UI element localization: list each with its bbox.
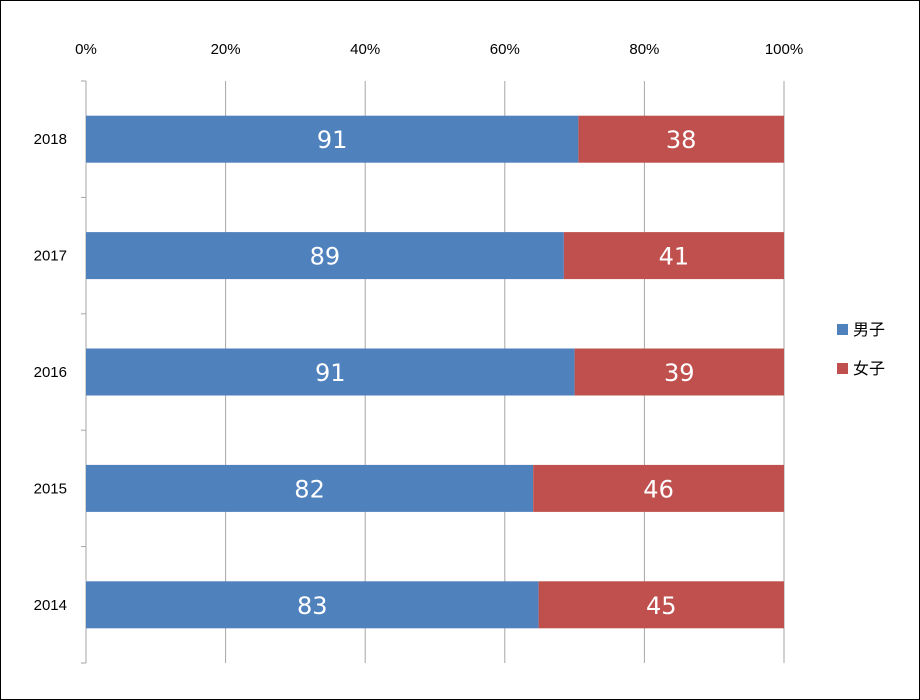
y-axis-tick-labels: 2018 2017 2016 2015 2014 (34, 131, 67, 614)
data-label: 91 (317, 126, 348, 154)
data-label: 46 (643, 475, 674, 503)
data-label: 45 (646, 592, 677, 620)
x-axis-tick-labels: 0% 20% 40% 60% 80% 100% (75, 41, 803, 58)
bars (86, 115, 784, 629)
legend-swatch-boys (837, 324, 848, 335)
data-label: 83 (297, 592, 328, 620)
y-tick-label: 2017 (34, 248, 67, 265)
legend-swatch-girls (837, 363, 848, 374)
bar-segment-girls (538, 581, 784, 629)
data-label: 39 (664, 359, 695, 387)
y-tick-label: 2018 (34, 131, 67, 148)
bar-segment-girls (563, 232, 784, 280)
bar-segment-boys (86, 232, 564, 280)
bar-segment-boys (86, 464, 534, 512)
data-labels: 91 38 89 41 91 39 82 46 83 45 (294, 126, 696, 620)
data-label: 89 (310, 243, 341, 271)
y-tick-label: 2015 (34, 480, 67, 497)
legend-label-boys: 男子 (853, 320, 885, 339)
bar-segment-boys (86, 348, 575, 396)
data-label: 91 (315, 359, 346, 387)
x-tick-label: 80% (629, 41, 659, 58)
data-label: 38 (666, 126, 697, 154)
bar-segment-boys (86, 581, 539, 629)
bar-segment-boys (86, 115, 579, 163)
legend-label-girls: 女子 (853, 359, 885, 378)
bar-segment-girls (574, 348, 784, 396)
bar-segment-girls (578, 115, 784, 163)
data-label: 82 (294, 475, 325, 503)
x-tick-label: 0% (75, 41, 97, 58)
y-tick-label: 2014 (34, 597, 67, 614)
y-tick-label: 2016 (34, 364, 67, 381)
data-label: 41 (659, 243, 690, 271)
bar-segment-girls (533, 464, 784, 512)
x-tick-label: 20% (211, 41, 241, 58)
x-tick-label: 100% (765, 41, 803, 58)
x-tick-label: 40% (350, 41, 380, 58)
x-tick-label: 60% (490, 41, 520, 58)
